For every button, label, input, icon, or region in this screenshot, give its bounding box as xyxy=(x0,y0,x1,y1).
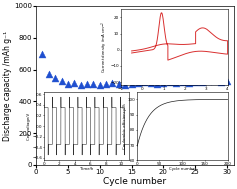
Point xyxy=(130,82,133,85)
Point xyxy=(72,82,76,85)
Point xyxy=(47,73,51,76)
Point xyxy=(225,80,229,83)
Point xyxy=(213,80,216,83)
Point xyxy=(142,81,146,84)
Point xyxy=(123,83,127,86)
Point xyxy=(155,82,159,85)
X-axis label: Cycle number: Cycle number xyxy=(103,177,166,186)
Point xyxy=(98,83,102,86)
Point xyxy=(79,83,82,86)
Point xyxy=(111,82,114,85)
Point xyxy=(219,81,223,84)
Point xyxy=(168,81,172,84)
Point xyxy=(149,82,153,85)
Point xyxy=(85,82,89,85)
Point xyxy=(117,82,121,85)
Point xyxy=(66,82,70,85)
Point xyxy=(193,81,197,84)
Point xyxy=(200,81,204,84)
Point xyxy=(136,82,140,85)
Point xyxy=(174,82,178,85)
Point xyxy=(53,77,57,80)
Point xyxy=(91,82,95,85)
Point xyxy=(41,53,44,56)
Point xyxy=(206,80,210,83)
Point xyxy=(187,82,191,85)
Point xyxy=(60,79,64,82)
Point xyxy=(104,82,108,85)
Y-axis label: Discharge capacity /mAh g⁻¹: Discharge capacity /mAh g⁻¹ xyxy=(4,30,13,141)
Point xyxy=(181,81,184,84)
Point xyxy=(162,82,165,85)
